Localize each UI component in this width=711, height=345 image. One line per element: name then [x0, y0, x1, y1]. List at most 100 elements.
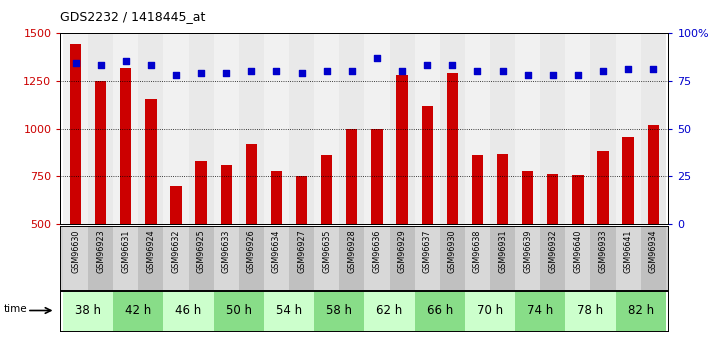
Bar — [648, 125, 659, 224]
Text: GSM96640: GSM96640 — [573, 229, 582, 273]
Bar — [264, 33, 289, 224]
Bar — [214, 33, 239, 224]
Bar — [289, 226, 314, 290]
Bar — [188, 226, 214, 290]
Text: GSM96926: GSM96926 — [247, 229, 256, 273]
Point — [145, 62, 156, 68]
Text: GSM96638: GSM96638 — [473, 229, 482, 273]
Bar — [590, 33, 616, 224]
Bar — [415, 291, 465, 331]
Text: 66 h: 66 h — [427, 304, 453, 317]
Bar — [63, 33, 88, 224]
Text: GSM96925: GSM96925 — [197, 229, 205, 273]
Text: 38 h: 38 h — [75, 304, 101, 317]
Point — [95, 62, 107, 68]
Point — [271, 68, 282, 74]
Bar — [296, 176, 307, 224]
Bar — [616, 291, 665, 331]
Bar — [214, 291, 264, 331]
Bar — [515, 33, 540, 224]
Bar — [522, 171, 533, 224]
Text: GSM96928: GSM96928 — [348, 229, 356, 273]
Bar — [439, 33, 465, 224]
Point — [120, 59, 132, 64]
Bar — [70, 44, 81, 224]
Point — [371, 55, 383, 60]
Bar — [339, 226, 364, 290]
Bar — [540, 33, 565, 224]
Text: GSM96924: GSM96924 — [146, 229, 156, 273]
Bar — [515, 226, 540, 290]
Bar — [623, 137, 634, 224]
Text: 54 h: 54 h — [276, 304, 302, 317]
Point — [171, 72, 182, 78]
Point — [70, 61, 81, 66]
Text: GSM96632: GSM96632 — [171, 229, 181, 273]
Point — [422, 62, 433, 68]
Text: GSM96635: GSM96635 — [322, 229, 331, 273]
Point — [346, 68, 358, 74]
Text: GSM96927: GSM96927 — [297, 229, 306, 273]
Bar — [314, 226, 339, 290]
Point — [321, 68, 333, 74]
Bar — [364, 226, 390, 290]
Text: time: time — [4, 304, 27, 314]
Bar — [371, 128, 383, 224]
Point — [572, 72, 584, 78]
Bar — [120, 68, 132, 224]
Bar — [616, 226, 641, 290]
Bar — [364, 291, 415, 331]
Text: 62 h: 62 h — [376, 304, 402, 317]
Bar — [490, 226, 515, 290]
Text: 42 h: 42 h — [125, 304, 151, 317]
Text: GSM96631: GSM96631 — [122, 229, 130, 273]
Text: GSM96933: GSM96933 — [599, 229, 607, 273]
Bar — [246, 144, 257, 224]
Bar — [113, 33, 139, 224]
Text: GSM96931: GSM96931 — [498, 229, 507, 273]
Text: GSM96641: GSM96641 — [624, 229, 633, 273]
Bar — [95, 81, 106, 224]
Bar — [220, 165, 232, 224]
Bar — [415, 33, 439, 224]
Bar — [113, 226, 139, 290]
Bar — [139, 226, 164, 290]
Bar — [439, 226, 465, 290]
Bar — [214, 226, 239, 290]
Bar — [139, 33, 164, 224]
Bar — [597, 150, 609, 224]
Point — [447, 62, 458, 68]
Point — [296, 70, 307, 76]
Bar — [472, 155, 483, 224]
Text: GSM96633: GSM96633 — [222, 229, 231, 273]
Point — [648, 66, 659, 72]
Bar — [239, 226, 264, 290]
Bar — [465, 33, 490, 224]
Point — [246, 68, 257, 74]
Bar — [540, 226, 565, 290]
Text: GSM96639: GSM96639 — [523, 229, 532, 273]
Text: GSM96929: GSM96929 — [397, 229, 407, 273]
Bar — [63, 226, 88, 290]
Point — [471, 68, 483, 74]
Text: GSM96630: GSM96630 — [71, 229, 80, 273]
Bar — [447, 73, 458, 224]
Bar — [239, 33, 264, 224]
Bar — [565, 226, 590, 290]
Point — [196, 70, 207, 76]
Bar — [314, 291, 364, 331]
Text: 74 h: 74 h — [527, 304, 553, 317]
Bar — [164, 291, 214, 331]
Bar — [145, 99, 156, 224]
Bar — [88, 226, 113, 290]
Text: GSM96934: GSM96934 — [648, 229, 658, 273]
Bar — [188, 33, 214, 224]
Bar — [314, 33, 339, 224]
Bar — [572, 175, 584, 224]
Bar — [465, 226, 490, 290]
Bar — [641, 33, 665, 224]
Bar — [415, 226, 439, 290]
Text: 46 h: 46 h — [176, 304, 202, 317]
Bar — [63, 291, 113, 331]
Bar — [515, 291, 565, 331]
